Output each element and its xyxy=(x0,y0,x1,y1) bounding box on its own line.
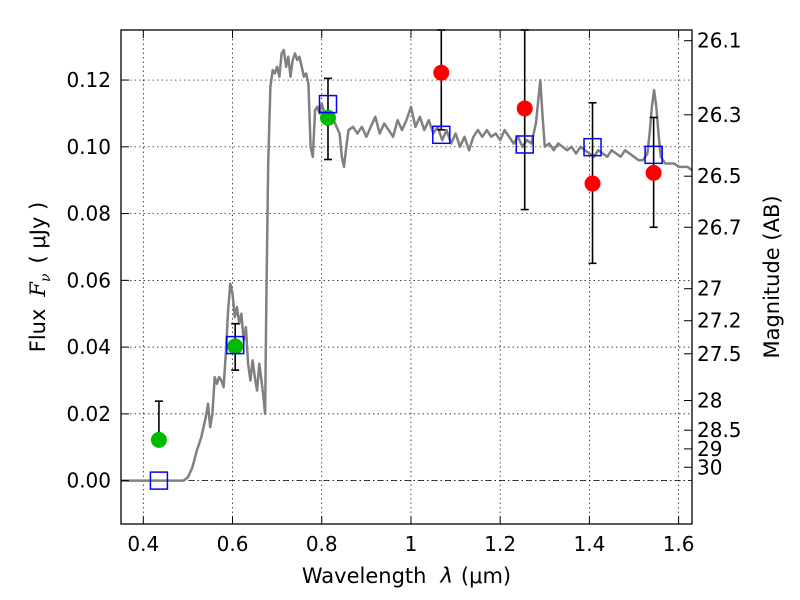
y2-tick-label: 26.3 xyxy=(697,103,742,127)
y-tick-label: 0.06 xyxy=(66,268,111,292)
y-tick-label: 0.08 xyxy=(66,202,111,226)
observed-point xyxy=(584,175,601,192)
observed-point xyxy=(319,109,336,126)
y2-tick-label: 27.5 xyxy=(697,342,742,366)
y-axis-label-text: Flux xyxy=(26,309,50,353)
observed-point xyxy=(433,64,450,81)
y2-tick-label: 29 xyxy=(697,437,722,461)
y-axis-symbol: F xyxy=(26,281,50,298)
x-axis-label: Wavelength λ (μm) xyxy=(302,564,511,588)
observed-point xyxy=(227,338,244,355)
x-axis-unit: (μm) xyxy=(461,564,511,588)
error-bars xyxy=(154,29,658,441)
y2-tick-label: 27 xyxy=(697,277,722,301)
y2-tick-label: 26.5 xyxy=(697,164,742,188)
y2-tick-label: 28 xyxy=(697,389,722,413)
x-tick-label: 1.6 xyxy=(663,532,695,556)
y2-tick-label: 28.5 xyxy=(697,418,742,442)
x-axis-symbol: λ xyxy=(439,564,452,588)
y2-tick-label: 27.2 xyxy=(697,309,742,333)
axis-ticks xyxy=(121,30,692,524)
y2-tick-label: 26.7 xyxy=(697,215,742,239)
observed-point xyxy=(645,164,662,181)
model-square-marker xyxy=(644,145,663,165)
x-tick-label: 1 xyxy=(405,532,418,556)
y-tick-label: 0.04 xyxy=(66,335,111,359)
x-tick-labels: 0.4 0.6 0.8 1 1.2 1.4 1.6 xyxy=(127,532,694,556)
y2-tick-label: 30 xyxy=(697,455,722,479)
model-square-marker xyxy=(583,137,602,157)
observed-point xyxy=(516,100,533,117)
y2-axis-label: Magnitude (AB) xyxy=(760,195,784,358)
model-square-marker xyxy=(318,94,338,114)
data-points xyxy=(149,64,663,490)
y-axis-symbol-sub: ν xyxy=(38,273,54,282)
y2-tick-label: 26.1 xyxy=(697,29,742,53)
x-tick-label: 0.8 xyxy=(306,532,338,556)
model-square-marker xyxy=(225,335,245,355)
y-tick-label: 0.00 xyxy=(66,469,111,493)
y-tick-label: 0.10 xyxy=(66,135,111,159)
x-tick-label: 1.4 xyxy=(573,532,605,556)
model-spectrum xyxy=(121,48,693,482)
y-axis-label: Flux Fν ( μJy ) xyxy=(26,202,54,352)
model-square-marker xyxy=(432,125,451,145)
x-tick-label: 0.4 xyxy=(127,532,159,556)
model-spectrum-line xyxy=(121,48,693,482)
grid-lines xyxy=(121,30,692,524)
plot-frame xyxy=(120,29,693,525)
x-tick-label: 0.6 xyxy=(217,532,249,556)
observed-point xyxy=(150,431,167,448)
y-tick-label: 0.02 xyxy=(66,402,111,426)
model-square-marker xyxy=(149,471,169,490)
y-axis-unit: ( μJy ) xyxy=(26,202,50,264)
model-square-marker xyxy=(515,135,534,154)
x-tick-label: 1.2 xyxy=(484,532,516,556)
x-axis-label-text: Wavelength xyxy=(302,564,427,588)
y-tick-label: 0.12 xyxy=(66,68,111,92)
y-tick-labels: 0.00 0.02 0.04 0.06 0.08 0.10 0.12 xyxy=(66,68,111,493)
